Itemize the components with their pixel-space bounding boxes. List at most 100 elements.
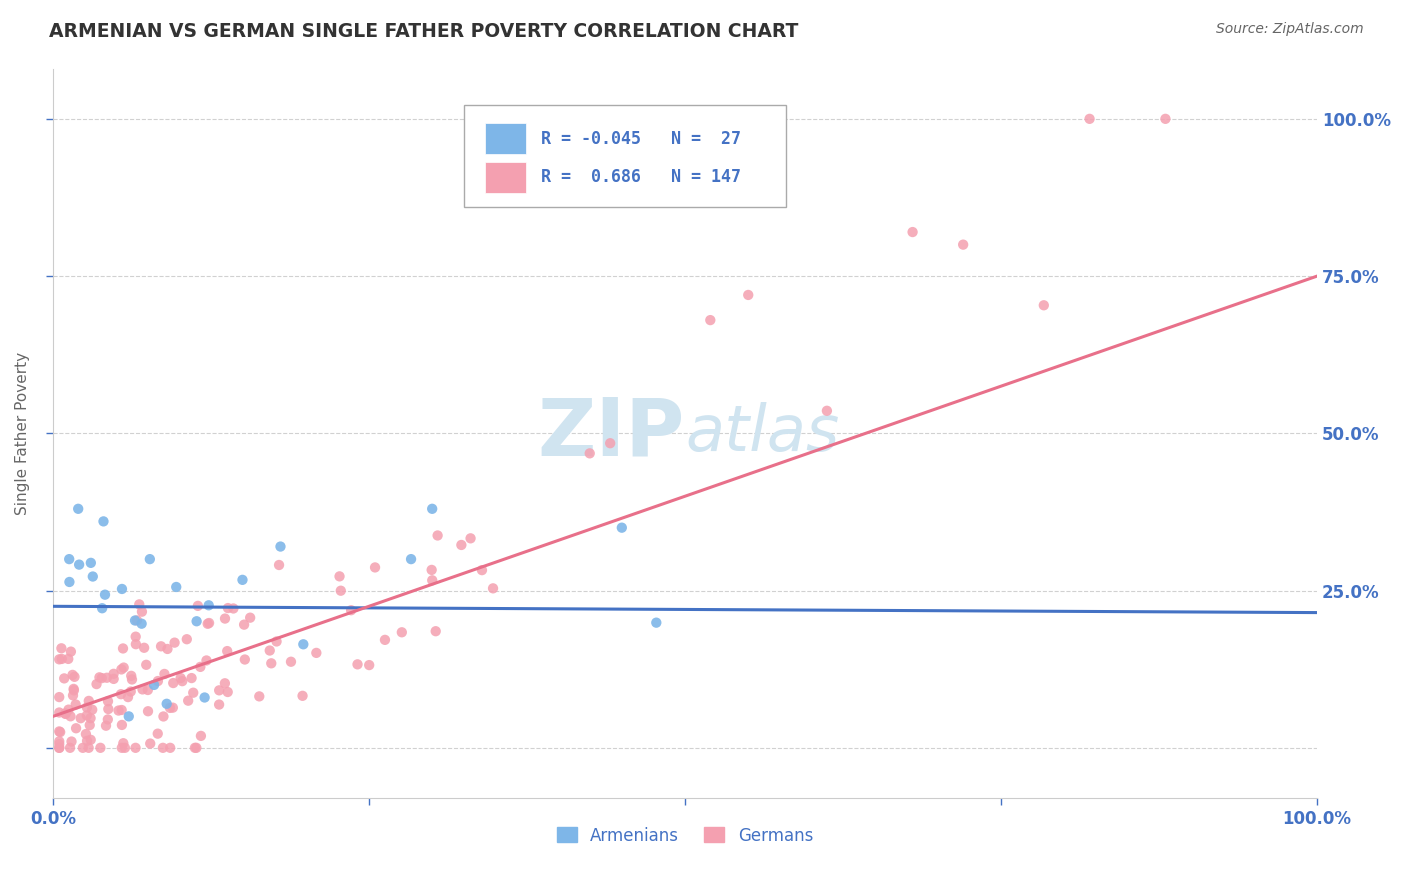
Point [217, 685, 239, 699]
Point [69, 711, 91, 725]
Point [62, 689, 84, 703]
Point [1032, 298, 1054, 312]
Point [96, 671, 118, 685]
Point [63, 670, 86, 684]
Point [233, 617, 256, 632]
Point [48, 706, 70, 720]
Point [48, 690, 70, 704]
Point [420, 563, 443, 577]
Point [77, 694, 100, 708]
Point [194, 690, 217, 705]
Point [110, 687, 132, 701]
Point [1078, 112, 1101, 126]
Point [121, 673, 143, 687]
Point [391, 625, 413, 640]
Point [136, 704, 159, 718]
Point [374, 632, 396, 647]
Point [91, 601, 114, 615]
Point [239, 610, 262, 624]
Point [329, 583, 352, 598]
Point [143, 678, 166, 692]
Point [136, 683, 159, 698]
Point [610, 521, 633, 535]
Point [93, 515, 115, 529]
Point [53, 706, 76, 721]
Point [214, 611, 236, 625]
Point [60, 734, 83, 748]
Point [65, 698, 87, 712]
Point [1154, 112, 1177, 126]
Point [153, 667, 176, 681]
Point [231, 573, 253, 587]
Text: R =  0.686   N = 147: R = 0.686 N = 147 [541, 169, 741, 186]
Point [159, 701, 181, 715]
Point [48, 652, 70, 666]
Point [152, 709, 174, 723]
Point [180, 671, 202, 685]
Point [118, 709, 141, 723]
Point [51, 641, 73, 656]
Point [59, 740, 82, 755]
Point [62, 681, 84, 696]
Point [399, 552, 422, 566]
Point [125, 637, 148, 651]
Y-axis label: Single Father Poverty: Single Father Poverty [15, 351, 30, 515]
Point [156, 642, 179, 657]
Point [815, 404, 838, 418]
Point [48, 740, 70, 755]
Point [89, 670, 111, 684]
Point [89, 740, 111, 755]
Point [110, 662, 132, 676]
Point [79, 718, 101, 732]
Point [177, 694, 200, 708]
Text: Source: ZipAtlas.com: Source: ZipAtlas.com [1216, 22, 1364, 37]
Point [114, 740, 136, 755]
Point [359, 658, 381, 673]
Point [58, 652, 80, 666]
Point [76, 708, 98, 723]
Point [425, 624, 447, 639]
Point [186, 614, 208, 628]
Point [59, 645, 82, 659]
Point [117, 690, 139, 704]
Point [112, 736, 135, 750]
Point [111, 641, 134, 656]
Legend: Armenians, Germans: Armenians, Germans [557, 827, 813, 845]
Text: R = -0.045   N =  27: R = -0.045 N = 27 [541, 129, 741, 147]
Point [124, 614, 146, 628]
FancyBboxPatch shape [485, 162, 526, 193]
Point [80, 556, 103, 570]
Point [471, 563, 494, 577]
Point [156, 697, 179, 711]
Point [48, 737, 70, 751]
Point [165, 580, 187, 594]
Point [460, 532, 482, 546]
Point [266, 634, 288, 648]
Point [139, 737, 162, 751]
Point [699, 313, 721, 327]
Point [420, 501, 443, 516]
Point [111, 582, 134, 596]
Point [259, 643, 281, 657]
Point [267, 558, 290, 572]
Point [97, 702, 120, 716]
Point [152, 740, 174, 755]
Point [55, 706, 77, 721]
Point [197, 599, 219, 613]
Point [163, 635, 186, 649]
Point [76, 734, 98, 748]
Point [65, 721, 87, 735]
FancyBboxPatch shape [485, 123, 526, 154]
Point [482, 582, 505, 596]
Point [328, 569, 350, 583]
Point [214, 676, 236, 690]
Point [208, 683, 231, 698]
Point [187, 599, 209, 613]
Point [90, 671, 112, 685]
Point [67, 501, 90, 516]
Point [86, 677, 108, 691]
Point [195, 653, 218, 667]
Point [63, 683, 86, 698]
Point [159, 740, 181, 755]
Point [176, 632, 198, 647]
